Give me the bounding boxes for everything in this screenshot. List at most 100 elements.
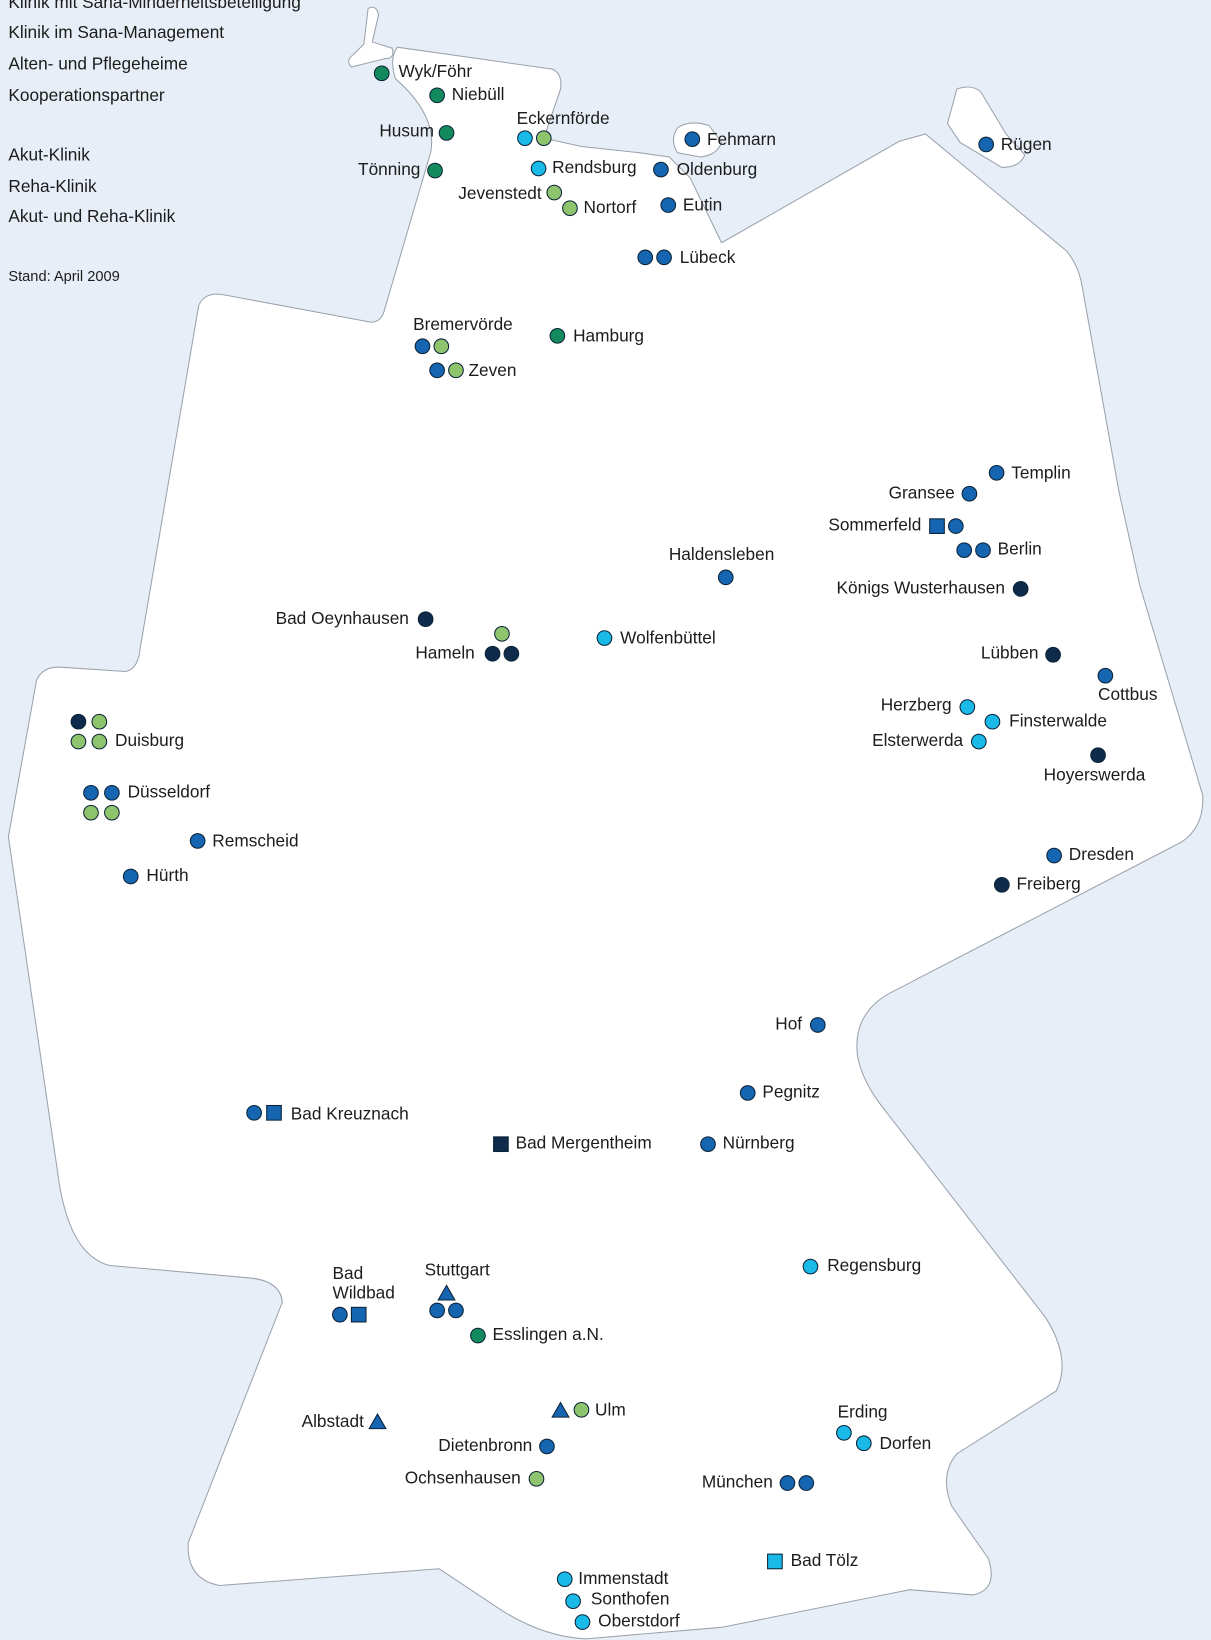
- city-label: Wolfenbüttel: [620, 628, 716, 648]
- city-label: Elsterwerda: [872, 730, 963, 750]
- city: Lübben: [981, 642, 1061, 663]
- city-label: Hoyerswerda: [1044, 765, 1146, 785]
- clinic-marker: [767, 1553, 783, 1570]
- clinic-marker: [104, 784, 120, 801]
- clinic-marker: [961, 485, 978, 502]
- city-label: Ochsenhausen: [405, 1467, 521, 1487]
- city-label: Bad Mergentheim: [516, 1133, 652, 1153]
- clinic-marker: [429, 362, 445, 379]
- city: Freiberg: [994, 873, 1081, 893]
- city-label: Wyk/Föhr: [398, 61, 472, 81]
- clinic-marker: [470, 1327, 486, 1344]
- clinic-marker: [546, 184, 563, 201]
- clinic-marker: [984, 713, 1001, 730]
- clinic-marker: [438, 125, 455, 141]
- clinic-marker: [802, 1258, 819, 1275]
- clinic-marker: [530, 160, 547, 177]
- city: Erding: [836, 1402, 888, 1441]
- clinic-marker: [539, 1438, 555, 1455]
- city-label: Königs Wusterhausen: [837, 577, 1005, 597]
- city: Duisburg: [70, 713, 184, 750]
- city: Herzberg: [881, 695, 976, 715]
- city: Dorfen: [855, 1433, 931, 1453]
- clinic-marker: [959, 699, 976, 715]
- city-label: Niebüll: [452, 84, 505, 104]
- city-label: Dresden: [1069, 844, 1134, 864]
- clinic-marker: [122, 868, 139, 885]
- clinic-marker: [535, 130, 552, 147]
- city: Bad Oeynhausen: [276, 608, 434, 628]
- city: Remscheid: [189, 831, 299, 851]
- city-label: Ulm: [595, 1399, 626, 1419]
- city: Dresden: [1046, 844, 1134, 864]
- city-label: Oldenburg: [677, 159, 758, 179]
- city-label: Pegnitz: [762, 1082, 820, 1102]
- city-label: Immenstadt: [578, 1568, 668, 1588]
- legend-item: Kooperationspartner: [8, 85, 165, 105]
- clinic-marker: [656, 249, 672, 266]
- city: Jevenstedt: [458, 183, 563, 203]
- city-label: Jevenstedt: [458, 183, 542, 203]
- city: Niebüll: [429, 84, 505, 104]
- city: München: [702, 1472, 815, 1492]
- clinic-marker: [368, 1412, 387, 1430]
- clinic-marker: [562, 200, 578, 217]
- clinic-marker: [975, 542, 991, 559]
- clinic-marker: [988, 464, 1005, 481]
- city: Nürnberg: [700, 1133, 795, 1153]
- clinic-marker: [573, 1401, 590, 1418]
- city-label: Finsterwalde: [1009, 710, 1107, 730]
- city: Wyk/Föhr: [373, 61, 472, 82]
- city: Fehmarn: [684, 129, 776, 149]
- clinic-marker: [104, 804, 120, 821]
- city-label: Berlin: [998, 539, 1042, 559]
- city: Haldensleben: [669, 544, 774, 586]
- city: Dietenbronn: [438, 1435, 555, 1455]
- city-label: Erding: [838, 1402, 888, 1422]
- city-label: Templin: [1011, 462, 1070, 482]
- clinic-marker: [189, 833, 206, 849]
- city: Hamburg: [549, 325, 644, 345]
- city-label: Bremervörde: [413, 314, 513, 334]
- city-label: Cottbus: [1098, 684, 1157, 704]
- city-label: Hürth: [146, 865, 188, 885]
- city: Albstadt: [302, 1411, 387, 1431]
- clinic-marker: [556, 1571, 573, 1588]
- clinic-marker: [809, 1017, 826, 1033]
- clinic-marker: [717, 569, 734, 586]
- city-label: Nortorf: [584, 197, 637, 217]
- city-label: Sonthofen: [591, 1589, 670, 1609]
- clinic-marker: [414, 338, 431, 355]
- city: Eckernförde: [517, 108, 610, 147]
- city-label: Lübben: [981, 642, 1039, 662]
- clinic-marker: [779, 1475, 796, 1491]
- city-label: Duisburg: [115, 730, 184, 750]
- clinic-marker: [484, 645, 501, 662]
- clinic-marker: [417, 611, 434, 628]
- clinic-marker: [596, 630, 613, 646]
- legend-item: Reha-Klinik: [8, 176, 97, 196]
- clinic-marker: [433, 338, 450, 355]
- germany-outline: [7, 46, 1204, 1640]
- city-label: Freiberg: [1016, 873, 1080, 893]
- clinic-marker: [91, 713, 108, 730]
- city: Regensburg: [802, 1255, 921, 1275]
- city: Elsterwerda: [872, 730, 987, 750]
- city-label: Bad Wildbad: [333, 1262, 395, 1302]
- city-label: Gransee: [889, 482, 955, 502]
- clinic-marker: [429, 1302, 445, 1319]
- clinic-marker: [970, 733, 987, 750]
- city-label: Eckernförde: [517, 108, 610, 128]
- city: Berlin: [956, 539, 1042, 559]
- clinic-marker: [978, 136, 995, 153]
- city-label: Sommerfeld: [828, 515, 921, 535]
- city-label: Herzberg: [881, 695, 952, 715]
- city: Ulm: [551, 1399, 626, 1419]
- city: Stuttgart: [425, 1259, 490, 1319]
- clinic-marker: [855, 1435, 872, 1452]
- clinic-marker: [373, 65, 390, 82]
- city-label: Dietenbronn: [438, 1435, 532, 1455]
- city-label: Fehmarn: [707, 129, 776, 149]
- note: Stand: April 2009: [8, 269, 119, 285]
